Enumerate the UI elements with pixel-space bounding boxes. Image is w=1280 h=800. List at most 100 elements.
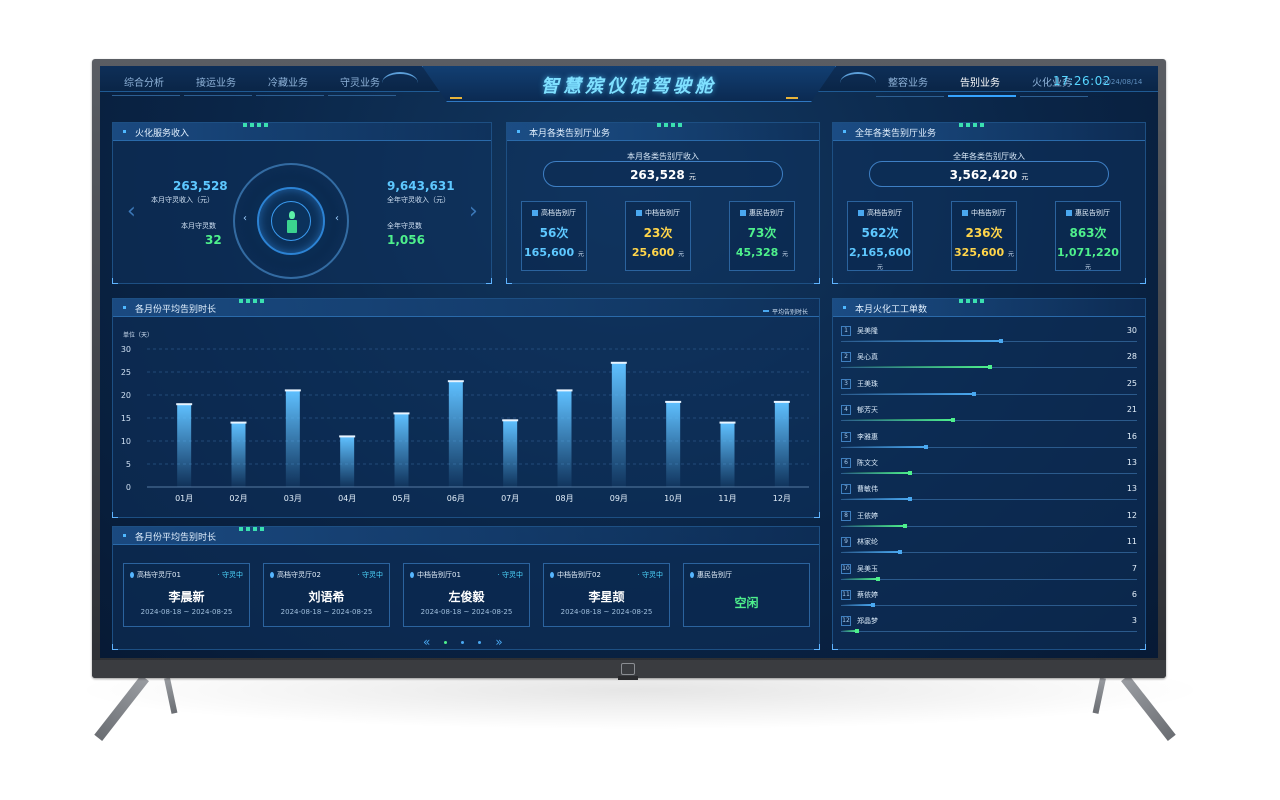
nav-item-cold-storage[interactable]: 冷藏业务	[256, 74, 324, 96]
panel-head	[833, 299, 1145, 317]
chart-bar[interactable]	[448, 381, 463, 487]
hall-date: 2024-08-18 ~ 2024-08-25	[560, 608, 653, 616]
hall-status-card[interactable]: 中档告别厅01 · 守灵中 左俊毅 2024-08-18 ~ 2024-08-2…	[403, 563, 530, 627]
hall-card-amount-wrap: 1,071,220 元	[1056, 246, 1120, 272]
hall-card-amount-wrap: 2,165,600 元	[848, 246, 912, 272]
chart-bar[interactable]	[720, 422, 735, 487]
chart-bar[interactable]	[231, 422, 246, 487]
hall-card-benefit[interactable]: 惠民告别厅 73次 45,328 元	[729, 201, 795, 271]
rank-value: 13	[1126, 484, 1137, 494]
chart-bar[interactable]	[285, 390, 300, 487]
x-tick-label: 05月	[392, 494, 410, 503]
hall-icon	[636, 210, 642, 216]
chart-bar[interactable]	[611, 362, 626, 487]
rank-track	[841, 578, 1137, 580]
nav-item-farewell[interactable]: 告别业务	[948, 74, 1016, 97]
y-tick-label: 15	[121, 414, 131, 423]
panel-title: 各月份平均告别时长	[135, 533, 217, 543]
ranking-row[interactable]: 8 王依婷 12	[841, 508, 1137, 534]
hall-card-amount: 25,600	[631, 246, 675, 259]
chart-bar-cap	[502, 419, 519, 422]
chart-bar[interactable]	[557, 390, 572, 487]
hall-name: 惠民告别厅	[697, 571, 732, 579]
title-plate	[422, 66, 836, 102]
panel-stripes	[959, 123, 985, 127]
ranking-row[interactable]: 7 曹敏伟 13	[841, 481, 1137, 507]
ranking-row[interactable]: 12 郑晶梦 3	[841, 613, 1137, 639]
ranking-row[interactable]: 6 陈文文 13	[841, 455, 1137, 481]
hall-card-title-wrap: 中档告别厅	[626, 208, 690, 218]
chart-bar[interactable]	[774, 401, 789, 487]
panel-cremation-orders: 本月火化工工单数 1 吴美隆 30 2 吴心真 28 3 王美珠 25 4 郁芳天 21 5 李雅惠 16 6…	[832, 298, 1146, 650]
hall-status-card[interactable]: 中档告别厅02 · 守灵中 李星颉 2024-08-18 ~ 2024-08-2…	[543, 563, 670, 627]
drop-icon	[130, 572, 134, 578]
rank-value: 21	[1126, 405, 1137, 415]
ranking-row[interactable]: 5 李雅惠 16	[841, 429, 1137, 455]
x-tick-label: 07月	[501, 494, 519, 503]
ranking-row[interactable]: 9 林家纶 11	[841, 534, 1137, 560]
hall-name-wrap: 高档守灵厅01	[130, 570, 181, 580]
rank-bar	[841, 392, 974, 395]
hall-status: 守灵中	[502, 571, 523, 579]
hall-status-card[interactable]: 高档守灵厅01 · 守灵中 李晨新 2024-08-18 ~ 2024-08-2…	[123, 563, 250, 627]
rank-bar-knob	[908, 471, 912, 475]
rank-value: 16	[1126, 431, 1137, 441]
month-income-label: 本月守灵收入（元）	[151, 196, 214, 204]
rank-track	[841, 631, 1137, 633]
nav-item-makeup[interactable]: 整容业务	[876, 74, 944, 97]
legend-label: 平均告别时长	[772, 309, 809, 316]
panel-title: 各月份平均告别时长	[135, 305, 217, 315]
hall-status-card[interactable]: 惠民告别厅 空闲	[683, 563, 810, 627]
pager-prev-button[interactable]: «	[423, 635, 431, 649]
x-tick-label: 06月	[447, 494, 465, 503]
unit-label: 元	[1084, 264, 1091, 271]
monthly-summary-label: 本月各类告别厅收入	[627, 152, 699, 161]
nav-item-vigil[interactable]: 守灵业务	[328, 74, 396, 96]
hall-card-mid[interactable]: 中档告别厅 236次 325,600 元	[951, 201, 1017, 271]
ranking-row[interactable]: 10 吴美玉 7	[841, 561, 1137, 587]
pager-dot[interactable]	[444, 640, 448, 644]
ranking-row[interactable]: 1 吴美隆 30	[841, 323, 1137, 349]
panel-title: 本月各类告别厅业务	[529, 129, 611, 139]
hall-status-card[interactable]: 高档守灵厅02 · 守灵中 刘语希 2024-08-18 ~ 2024-08-2…	[263, 563, 390, 627]
ranking-row[interactable]: 2 吴心真 28	[841, 349, 1137, 375]
chart-bar[interactable]	[666, 401, 681, 487]
corner-mark	[112, 278, 118, 284]
hall-card-high[interactable]: 高档告别厅 562次 2,165,600 元	[847, 201, 913, 271]
rank-name: 王美珠	[857, 379, 878, 388]
nav-item-transport[interactable]: 接运业务	[184, 74, 252, 96]
rank-name: 李雅惠	[857, 432, 878, 441]
hall-card-high[interactable]: 高档告别厅 56次 165,600 元	[521, 201, 587, 271]
rank-number: 10	[841, 563, 851, 574]
chart-bar[interactable]	[394, 413, 409, 487]
chart-bar-cap	[339, 435, 356, 438]
pager-next-button[interactable]: »	[495, 635, 503, 649]
chart-bar[interactable]	[177, 404, 192, 487]
hall-status-wrap: · 守灵中	[357, 571, 383, 579]
nav-item-overview[interactable]: 综合分析	[112, 74, 180, 96]
dashboard-screen: 综合分析 接运业务 冷藏业务 守灵业务 智慧殡仪馆驾驶舱 整容业务 告别业务 火…	[100, 66, 1158, 658]
hall-status: 守灵中	[362, 571, 383, 579]
title-deco-left	[450, 97, 462, 99]
nav-item-cremation[interactable]: 火化业务	[1020, 74, 1088, 97]
hall-person: 刘语希	[308, 590, 345, 604]
hall-person: 李星颉	[588, 590, 625, 604]
chart-bar[interactable]	[503, 420, 518, 487]
chart-bar-cap	[719, 421, 736, 424]
chart-bar[interactable]	[340, 436, 355, 487]
hall-name: 中档告别厅01	[417, 571, 461, 579]
rank-bar	[841, 551, 900, 554]
ranking-row[interactable]: 11 蔡依婷 6	[841, 587, 1137, 613]
pager-dot[interactable]	[461, 640, 465, 644]
rank-number: 7	[841, 484, 851, 495]
hall-card-mid[interactable]: 中档告别厅 23次 25,600 元	[625, 201, 691, 271]
ranking-row[interactable]: 3 王美珠 25	[841, 376, 1137, 402]
pager-dot[interactable]	[478, 640, 482, 644]
rank-value: 11	[1126, 537, 1137, 547]
hall-card-title-wrap: 高档告别厅	[522, 208, 586, 218]
chart-legend: 平均告别时长	[763, 307, 808, 316]
hall-card-benefit[interactable]: 惠民告别厅 863次 1,071,220 元	[1055, 201, 1121, 271]
ranking-row[interactable]: 4 郁芳天 21	[841, 402, 1137, 428]
hall-card-amount-wrap: 45,328 元	[730, 246, 794, 259]
y-tick-label: 20	[121, 391, 131, 400]
